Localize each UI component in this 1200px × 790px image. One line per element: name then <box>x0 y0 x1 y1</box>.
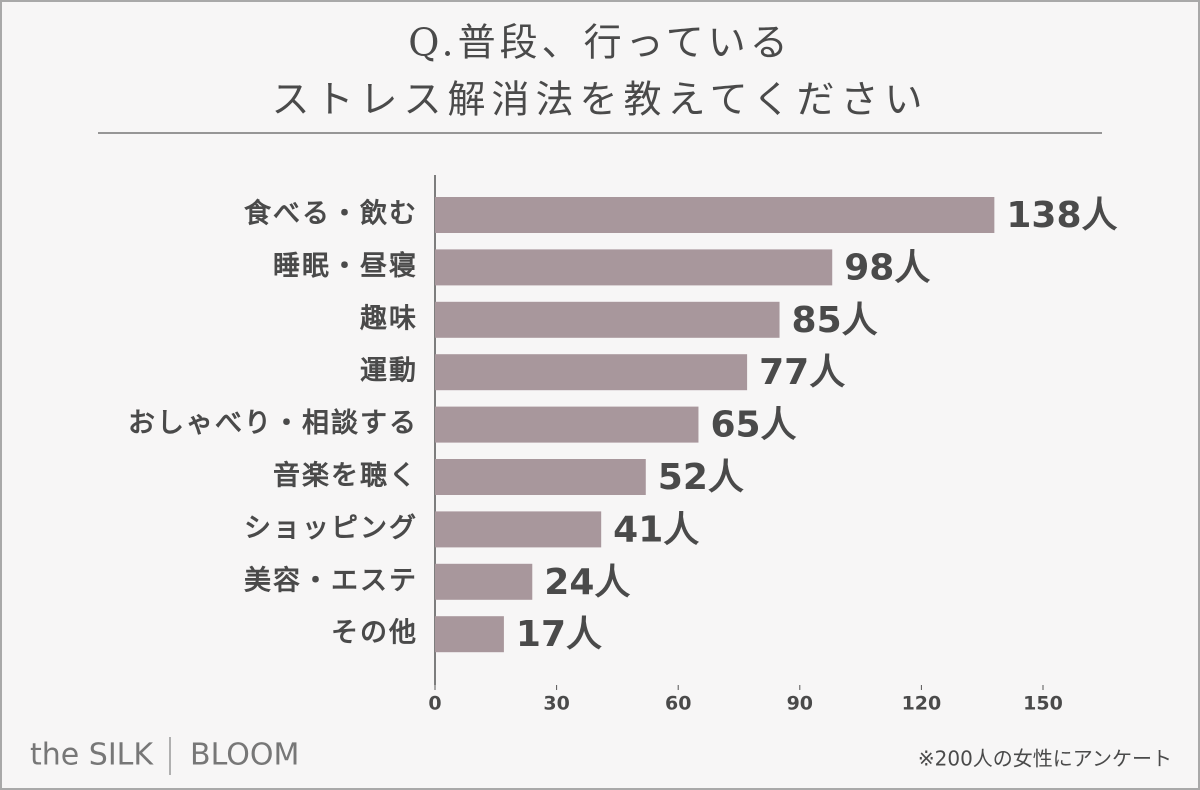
value-label: 98人 <box>844 247 930 288</box>
value-label: 65人 <box>710 405 796 446</box>
bar <box>435 563 533 600</box>
x-tick-label: 120 <box>902 693 942 715</box>
bar <box>435 459 646 495</box>
y-tick-label: その他 <box>331 618 418 649</box>
bar <box>435 616 504 653</box>
x-tick-label: 90 <box>787 693 813 715</box>
brand: the SILK <box>30 738 154 773</box>
y-tick-label: 趣味 <box>359 303 418 334</box>
title-line: Q.普段、行っている <box>408 21 791 65</box>
y-tick-label: ショッピング <box>244 512 418 544</box>
bar <box>435 511 602 548</box>
value-label: 41人 <box>613 509 699 550</box>
y-tick-label: 睡眠・昼寝 <box>273 250 418 282</box>
value-label: 77人 <box>759 352 845 393</box>
bar <box>435 354 748 391</box>
footnote: ※200人の女性にアンケート <box>918 747 1172 771</box>
title-line: ストレス解消法を教えてください <box>272 78 929 122</box>
value-label: 24人 <box>544 562 630 603</box>
y-tick-label: 音楽を聴く <box>273 460 418 492</box>
bar <box>435 301 780 338</box>
brand: BLOOM <box>190 738 299 773</box>
value-label: 17人 <box>516 614 602 655</box>
y-tick-label: おしゃべり・相談する <box>128 407 418 439</box>
x-tick-label: 0 <box>428 693 441 715</box>
x-tick-label: 60 <box>665 693 691 715</box>
x-tick-label: 30 <box>543 693 569 715</box>
bar <box>435 406 699 443</box>
value-label: 52人 <box>658 457 744 498</box>
y-tick-label: 食べる・飲む <box>244 198 418 230</box>
bar <box>435 249 833 286</box>
value-label: 85人 <box>792 300 878 341</box>
value-label: 138人 <box>1006 195 1117 236</box>
y-tick-label: 運動 <box>360 356 418 387</box>
bar <box>435 197 995 233</box>
x-tick-label: 150 <box>1023 693 1063 715</box>
y-tick-label: 美容・エステ <box>244 564 418 596</box>
